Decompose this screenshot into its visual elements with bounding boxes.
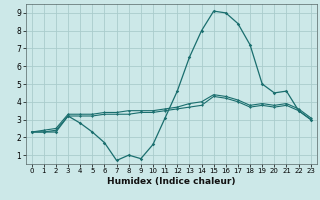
X-axis label: Humidex (Indice chaleur): Humidex (Indice chaleur) bbox=[107, 177, 236, 186]
